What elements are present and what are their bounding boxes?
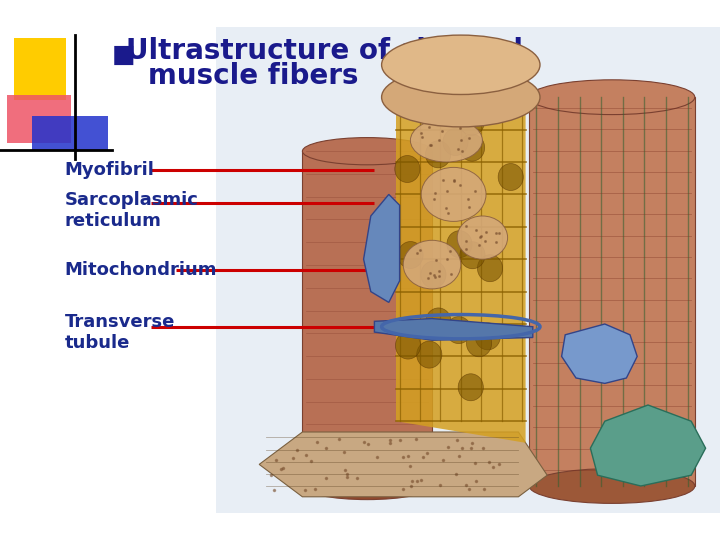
Ellipse shape [458, 374, 483, 401]
Ellipse shape [302, 138, 432, 165]
Ellipse shape [395, 156, 420, 183]
Ellipse shape [460, 242, 485, 269]
Ellipse shape [529, 80, 695, 114]
Bar [302, 151, 432, 486]
Ellipse shape [302, 472, 432, 500]
Ellipse shape [382, 35, 540, 94]
Bar [7, 94, 71, 143]
Bar [529, 97, 695, 486]
Polygon shape [396, 65, 526, 443]
Ellipse shape [398, 241, 423, 268]
Ellipse shape [447, 231, 472, 258]
Ellipse shape [417, 341, 442, 368]
Polygon shape [590, 405, 706, 486]
Ellipse shape [459, 134, 485, 161]
Ellipse shape [443, 129, 468, 156]
Ellipse shape [498, 164, 523, 191]
Ellipse shape [426, 308, 451, 335]
Ellipse shape [421, 167, 486, 221]
Ellipse shape [426, 141, 451, 168]
Ellipse shape [420, 261, 446, 288]
Ellipse shape [403, 240, 461, 289]
Ellipse shape [457, 216, 508, 259]
Bar [14, 38, 66, 100]
Ellipse shape [477, 255, 503, 282]
Polygon shape [562, 324, 637, 383]
Bar [216, 27, 720, 513]
Ellipse shape [410, 119, 482, 162]
Text: muscle fibers: muscle fibers [148, 62, 358, 90]
Ellipse shape [529, 469, 695, 503]
Ellipse shape [459, 109, 485, 136]
Polygon shape [259, 432, 547, 497]
Ellipse shape [446, 316, 472, 343]
Text: Transverse
tubule: Transverse tubule [65, 313, 175, 352]
Text: Mitochondrium: Mitochondrium [65, 261, 217, 279]
Text: ■: ■ [112, 43, 135, 67]
Text: Sarcoplasmic
reticulum: Sarcoplasmic reticulum [65, 191, 199, 230]
Ellipse shape [382, 68, 540, 127]
Polygon shape [374, 319, 533, 340]
Polygon shape [364, 194, 400, 302]
Text: Myofibril: Myofibril [65, 161, 155, 179]
Ellipse shape [395, 332, 420, 359]
Text: Ultrastructure of skeletal: Ultrastructure of skeletal [126, 37, 523, 65]
Ellipse shape [475, 323, 500, 350]
Bar [32, 116, 108, 151]
Ellipse shape [467, 330, 492, 357]
